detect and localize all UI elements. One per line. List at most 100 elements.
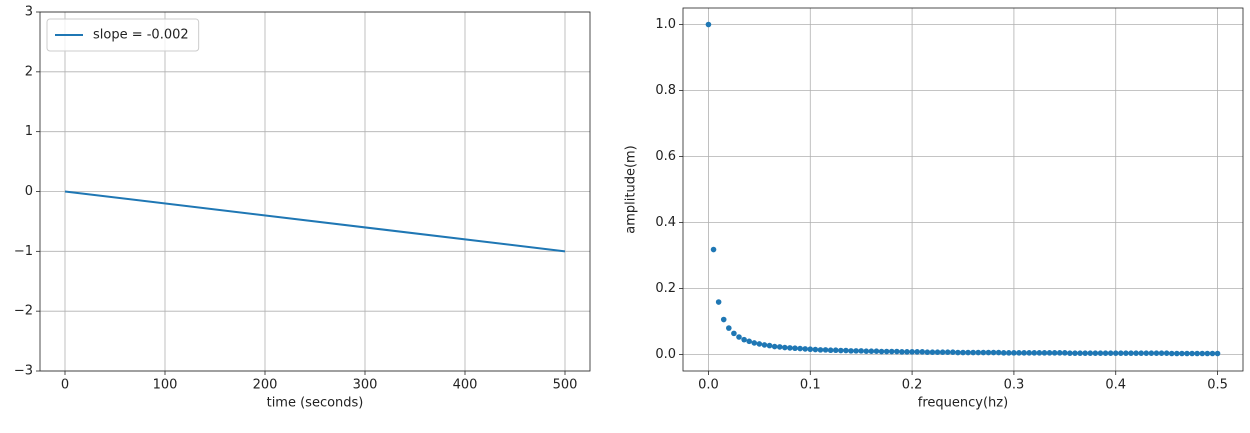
point: [1189, 350, 1195, 357]
y-tick-label: 0.0: [655, 347, 676, 362]
point: [883, 348, 890, 355]
point: [1184, 350, 1190, 357]
point: [1168, 350, 1175, 357]
point: [822, 347, 829, 353]
point: [904, 349, 910, 355]
point: [1036, 350, 1043, 356]
y-tick-label: 1.0: [655, 17, 676, 32]
y-tick-label: 0.8: [655, 83, 676, 98]
x-tick-label: 500: [553, 378, 578, 393]
y-tick-label: 2: [25, 64, 33, 79]
x-tick-label: 100: [153, 378, 178, 393]
x-tick-label: 0.4: [1105, 378, 1126, 393]
point: [751, 340, 758, 346]
y-tick-label: −3: [14, 364, 33, 379]
point: [1123, 350, 1129, 356]
point: [766, 342, 773, 349]
y-tick-label: 0.2: [655, 281, 676, 296]
x-tick-label: 300: [353, 378, 378, 393]
point: [924, 349, 931, 355]
point: [899, 349, 905, 355]
point: [756, 341, 763, 347]
plot-frame: [682, 7, 1244, 372]
y-tick-label: 1: [25, 124, 33, 139]
point: [1107, 350, 1114, 356]
x-tick-label: 0.2: [902, 378, 923, 393]
point: [1072, 350, 1078, 356]
point: [736, 334, 742, 340]
point: [1016, 350, 1022, 356]
point: [843, 347, 849, 354]
point: [848, 348, 854, 354]
point: [1092, 350, 1099, 356]
point: [1214, 350, 1221, 357]
point: [1056, 350, 1063, 356]
legend-box: [46, 18, 200, 52]
point: [731, 330, 737, 337]
point: [1133, 350, 1139, 356]
point: [1199, 350, 1206, 357]
point: [873, 348, 880, 355]
point: [863, 348, 870, 355]
x-tick-label: 0: [61, 378, 69, 393]
point: [797, 345, 803, 352]
point: [1194, 350, 1200, 357]
point: [807, 346, 814, 353]
point: [858, 348, 864, 354]
point: [894, 348, 900, 355]
point: [1209, 350, 1216, 357]
point: [1087, 350, 1094, 356]
point: [990, 349, 997, 356]
point: [919, 349, 926, 355]
point: [1082, 350, 1088, 356]
point: [944, 349, 951, 355]
point: [960, 349, 966, 356]
point: [1102, 350, 1109, 356]
point: [832, 347, 839, 354]
line: [64, 190, 566, 253]
x-axis-label: frequency(hz): [918, 396, 1008, 411]
point: [1174, 350, 1180, 357]
point: [1153, 350, 1160, 356]
point: [1006, 350, 1012, 356]
point: [1077, 350, 1083, 356]
y-tick-label: 0.4: [655, 215, 676, 230]
point: [1097, 350, 1104, 356]
point: [929, 349, 936, 355]
point: [812, 346, 819, 353]
point: [909, 349, 915, 355]
point: [1163, 350, 1170, 356]
point: [771, 343, 778, 350]
point: [950, 349, 956, 355]
point: [1041, 350, 1048, 356]
y-tick-label: −1: [14, 244, 33, 259]
x-tick-label: 0.0: [698, 378, 719, 393]
point: [955, 349, 961, 356]
point: [1067, 350, 1073, 356]
point: [720, 316, 727, 323]
point: [1179, 350, 1185, 357]
point: [838, 347, 844, 354]
point: [1031, 350, 1038, 356]
point: [995, 349, 1002, 356]
point: [1051, 350, 1058, 356]
point: [965, 349, 971, 356]
plot-frame: [39, 11, 591, 372]
x-tick-label: 0.5: [1207, 378, 1228, 393]
point: [1118, 350, 1124, 356]
point: [853, 348, 859, 354]
point: [787, 345, 793, 351]
point: [939, 349, 946, 355]
y-tick-label: −2: [14, 304, 33, 319]
point: [817, 347, 824, 353]
point: [1138, 350, 1144, 356]
point: [746, 338, 752, 345]
x-tick-label: 400: [453, 378, 478, 393]
y-axis-label: amplitude(m): [624, 145, 639, 234]
point: [726, 325, 732, 331]
point: [1128, 350, 1134, 356]
point: [715, 299, 722, 305]
point: [1143, 350, 1150, 356]
point: [1148, 350, 1155, 356]
